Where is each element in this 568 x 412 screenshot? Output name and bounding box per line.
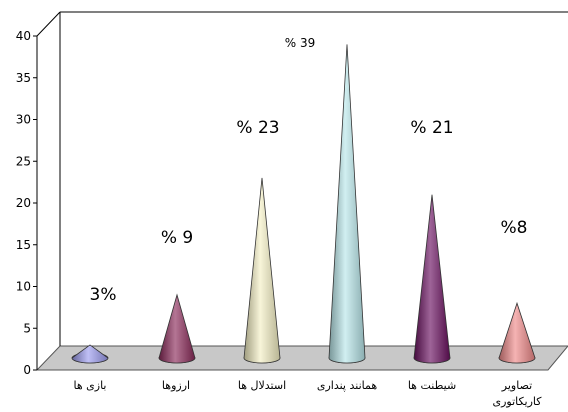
y-tick-label: 5: [23, 321, 31, 335]
cone-bar: [243, 177, 281, 364]
y-tick-label: 40: [16, 29, 31, 43]
cones: [71, 44, 536, 364]
category-label: استدلال ها: [238, 379, 286, 392]
y-tick-label: 0: [23, 363, 31, 377]
data-labels: 3% % 9 % 23 % 39 % 21 %8: [90, 36, 528, 305]
y-tick-label: 20: [16, 196, 31, 210]
floor: [35, 345, 568, 371]
plot-frame: [35, 11, 568, 371]
cone-bar: [328, 44, 366, 364]
category-label: تصاویر کاریکاتوری: [492, 379, 542, 408]
y-tick-label: 25: [16, 154, 31, 168]
cone-bar: [158, 293, 196, 364]
cone-bar: [413, 194, 451, 364]
data-label: % 9: [161, 228, 193, 248]
y-tick-label: 30: [16, 113, 31, 127]
data-label: 3%: [90, 285, 117, 305]
category-label: بازی ها: [74, 379, 107, 392]
side-edge: [36, 11, 61, 37]
category-label: همانند پنداری: [317, 379, 377, 392]
data-label: %8: [501, 218, 528, 238]
y-axis-ticks: 0 5 10 15 20 25 30 35 40: [16, 29, 37, 377]
data-label: % 21: [410, 118, 453, 138]
y-tick-label: 15: [16, 238, 31, 252]
category-labels: بازی ها ارزوها استدلال ها همانند پنداری شیطن…: [74, 379, 543, 408]
cone-bar: [498, 301, 536, 364]
y-tick-label: 10: [16, 280, 31, 294]
cone-bar: [71, 344, 109, 364]
y-tick-label: 35: [16, 71, 31, 85]
data-label: % 39: [285, 36, 316, 50]
category-label: ارزوها: [162, 379, 190, 392]
data-label: % 23: [236, 118, 279, 138]
category-label: شیطنت ها: [408, 379, 456, 392]
